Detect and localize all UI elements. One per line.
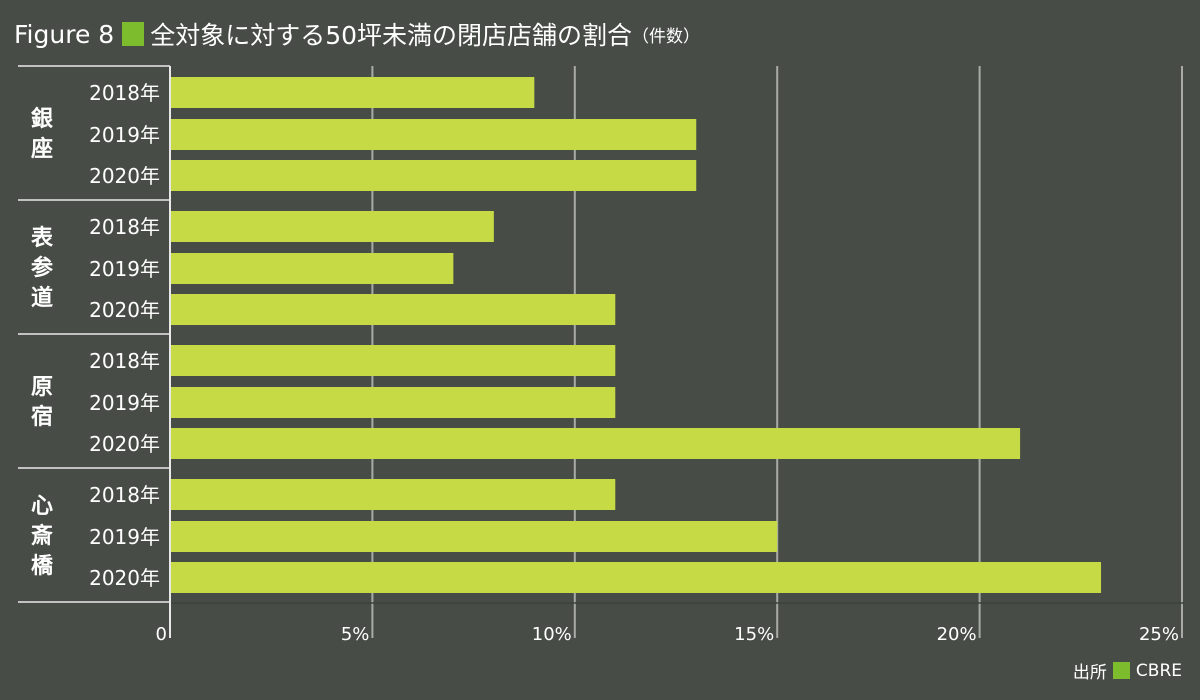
category-label: 2020年 [89, 432, 160, 456]
group-label-char: 座 [31, 136, 53, 162]
bar [171, 428, 1021, 459]
category-label: 2019年 [89, 123, 160, 147]
category-label: 2018年 [89, 215, 160, 239]
bar [171, 253, 454, 284]
x-tick-label: 5% [341, 624, 370, 645]
category-label: 2020年 [89, 566, 160, 590]
chart-title: Figure 8 全対象に対する50坪未満の閉店店舗の割合 （件数） [14, 16, 700, 52]
bar [171, 119, 697, 150]
group-label-char: 参 [31, 255, 53, 281]
category-label: 2018年 [89, 349, 160, 373]
source-name: CBRE [1135, 660, 1182, 681]
source-note: 出所 CBRE [1072, 658, 1182, 684]
x-tick-label: 20% [937, 624, 977, 645]
category-label: 2020年 [89, 298, 160, 322]
group-label-char: 斎 [31, 523, 53, 549]
bar [171, 345, 616, 376]
group-label-char: 銀 [31, 107, 53, 132]
group-label-char: 原 [31, 375, 53, 400]
group-label-char: 道 [31, 285, 53, 311]
category-label: 2018年 [89, 81, 160, 105]
bar [171, 160, 697, 191]
category-label: 2018年 [89, 483, 160, 507]
source-label: 出所 [1072, 663, 1107, 683]
bar [171, 387, 616, 418]
bar [171, 521, 778, 552]
bar [171, 211, 494, 242]
x-tick-label: 15% [734, 624, 774, 645]
category-label: 2019年 [89, 257, 160, 281]
accent-square-icon [122, 22, 145, 46]
category-label: 2019年 [89, 391, 160, 415]
x-tick-label: 25% [1139, 624, 1179, 645]
category-label: 2019年 [89, 525, 160, 549]
bar [171, 479, 616, 510]
x-tick-label: 10% [532, 624, 572, 645]
category-label: 2020年 [89, 164, 160, 188]
group-label-char: 宿 [31, 404, 53, 430]
bar [171, 294, 616, 325]
group-label-char: 表 [31, 226, 54, 251]
x-tick-label: 0 [156, 624, 167, 645]
figure-label: Figure 8 [14, 19, 115, 49]
title-unit-note: （件数） [632, 26, 701, 47]
bar [171, 562, 1102, 593]
bar [171, 77, 535, 108]
group-label-char: 心 [31, 494, 53, 519]
source-square-icon [1112, 662, 1130, 679]
group-label-char: 橋 [31, 554, 54, 579]
title-text: 全対象に対する50坪未満の閉店店舗の割合 [150, 21, 633, 50]
